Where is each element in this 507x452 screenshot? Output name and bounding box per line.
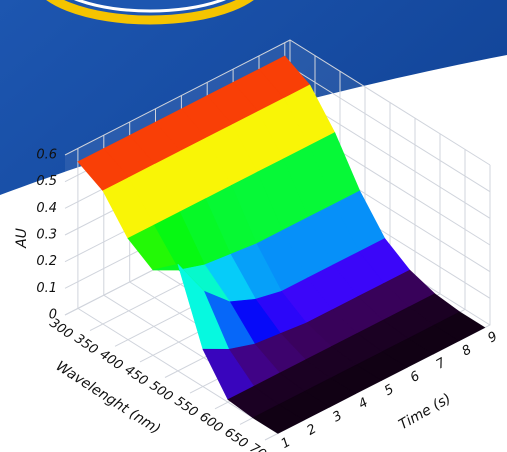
z-tick-label: 0.2	[36, 254, 57, 269]
z-tick-label: 0.4	[36, 201, 57, 216]
z-tick-label: 0.1	[36, 281, 57, 296]
chart: 00.10.20.30.40.50.6300350400450500550600…	[0, 0, 507, 452]
z-tick-label: 0.3	[36, 228, 57, 243]
z-tick-label: 0.6	[36, 148, 57, 163]
z-axis-title: AU	[14, 228, 30, 249]
page: {"chart_data": { "type": "surface", "xla…	[0, 0, 507, 452]
z-tick-label: 0.5	[36, 174, 57, 189]
